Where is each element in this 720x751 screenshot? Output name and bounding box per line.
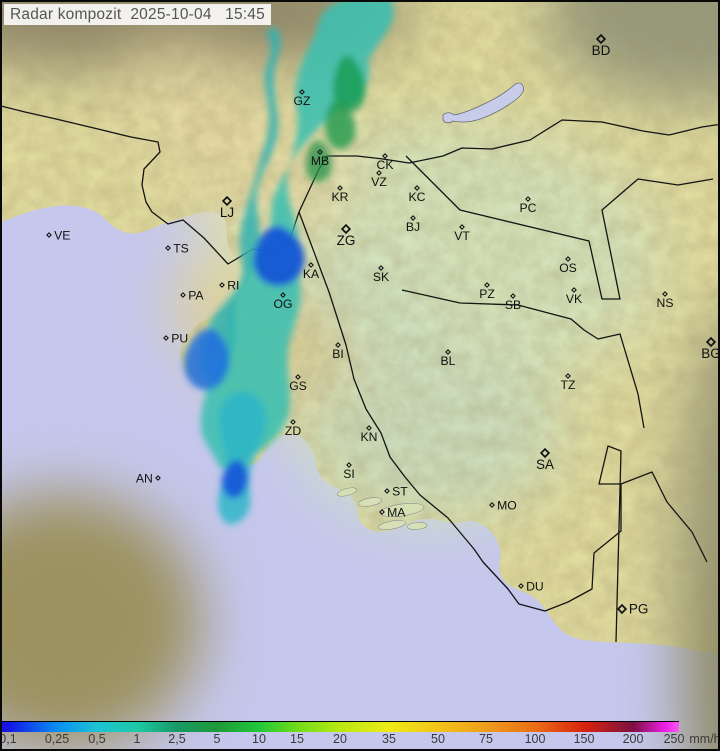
svg-text:PU: PU bbox=[171, 331, 188, 345]
svg-text:SA: SA bbox=[536, 457, 554, 472]
svg-text:OG: OG bbox=[274, 297, 293, 311]
svg-text:MB: MB bbox=[311, 154, 329, 168]
svg-text:RI: RI bbox=[227, 278, 239, 292]
svg-text:SK: SK bbox=[373, 270, 389, 284]
svg-text:OS: OS bbox=[559, 261, 577, 275]
svg-text:TZ: TZ bbox=[561, 378, 576, 392]
svg-text:BG: BG bbox=[701, 346, 720, 361]
svg-text:GZ: GZ bbox=[294, 94, 311, 108]
svg-text:ZD: ZD bbox=[285, 424, 301, 438]
svg-text:KA: KA bbox=[303, 267, 320, 281]
svg-text:NS: NS bbox=[657, 296, 674, 310]
svg-text:BD: BD bbox=[592, 43, 611, 58]
svg-text:CK: CK bbox=[377, 158, 394, 172]
svg-text:AN: AN bbox=[136, 471, 153, 485]
svg-text:BL: BL bbox=[441, 354, 456, 368]
svg-text:DU: DU bbox=[526, 579, 544, 593]
svg-text:PG: PG bbox=[629, 602, 649, 617]
svg-text:TS: TS bbox=[173, 241, 189, 255]
svg-text:VZ: VZ bbox=[371, 175, 387, 189]
svg-text:BJ: BJ bbox=[406, 220, 420, 234]
svg-text:MO: MO bbox=[497, 498, 517, 512]
svg-text:PC: PC bbox=[520, 201, 537, 215]
svg-text:PA: PA bbox=[188, 288, 204, 302]
svg-text:MA: MA bbox=[387, 505, 406, 519]
svg-text:LJ: LJ bbox=[220, 205, 234, 220]
svg-text:VE: VE bbox=[54, 228, 70, 242]
svg-text:KR: KR bbox=[332, 190, 349, 204]
svg-text:ZG: ZG bbox=[337, 233, 356, 248]
svg-text:KC: KC bbox=[409, 190, 426, 204]
svg-text:BI: BI bbox=[332, 347, 344, 361]
svg-text:VK: VK bbox=[566, 292, 582, 306]
svg-text:SI: SI bbox=[343, 467, 355, 481]
svg-text:SB: SB bbox=[505, 298, 521, 312]
svg-text:GS: GS bbox=[289, 379, 307, 393]
svg-text:ST: ST bbox=[392, 484, 408, 498]
svg-text:VT: VT bbox=[454, 229, 470, 243]
svg-text:KN: KN bbox=[361, 430, 378, 444]
svg-text:PZ: PZ bbox=[479, 287, 495, 301]
